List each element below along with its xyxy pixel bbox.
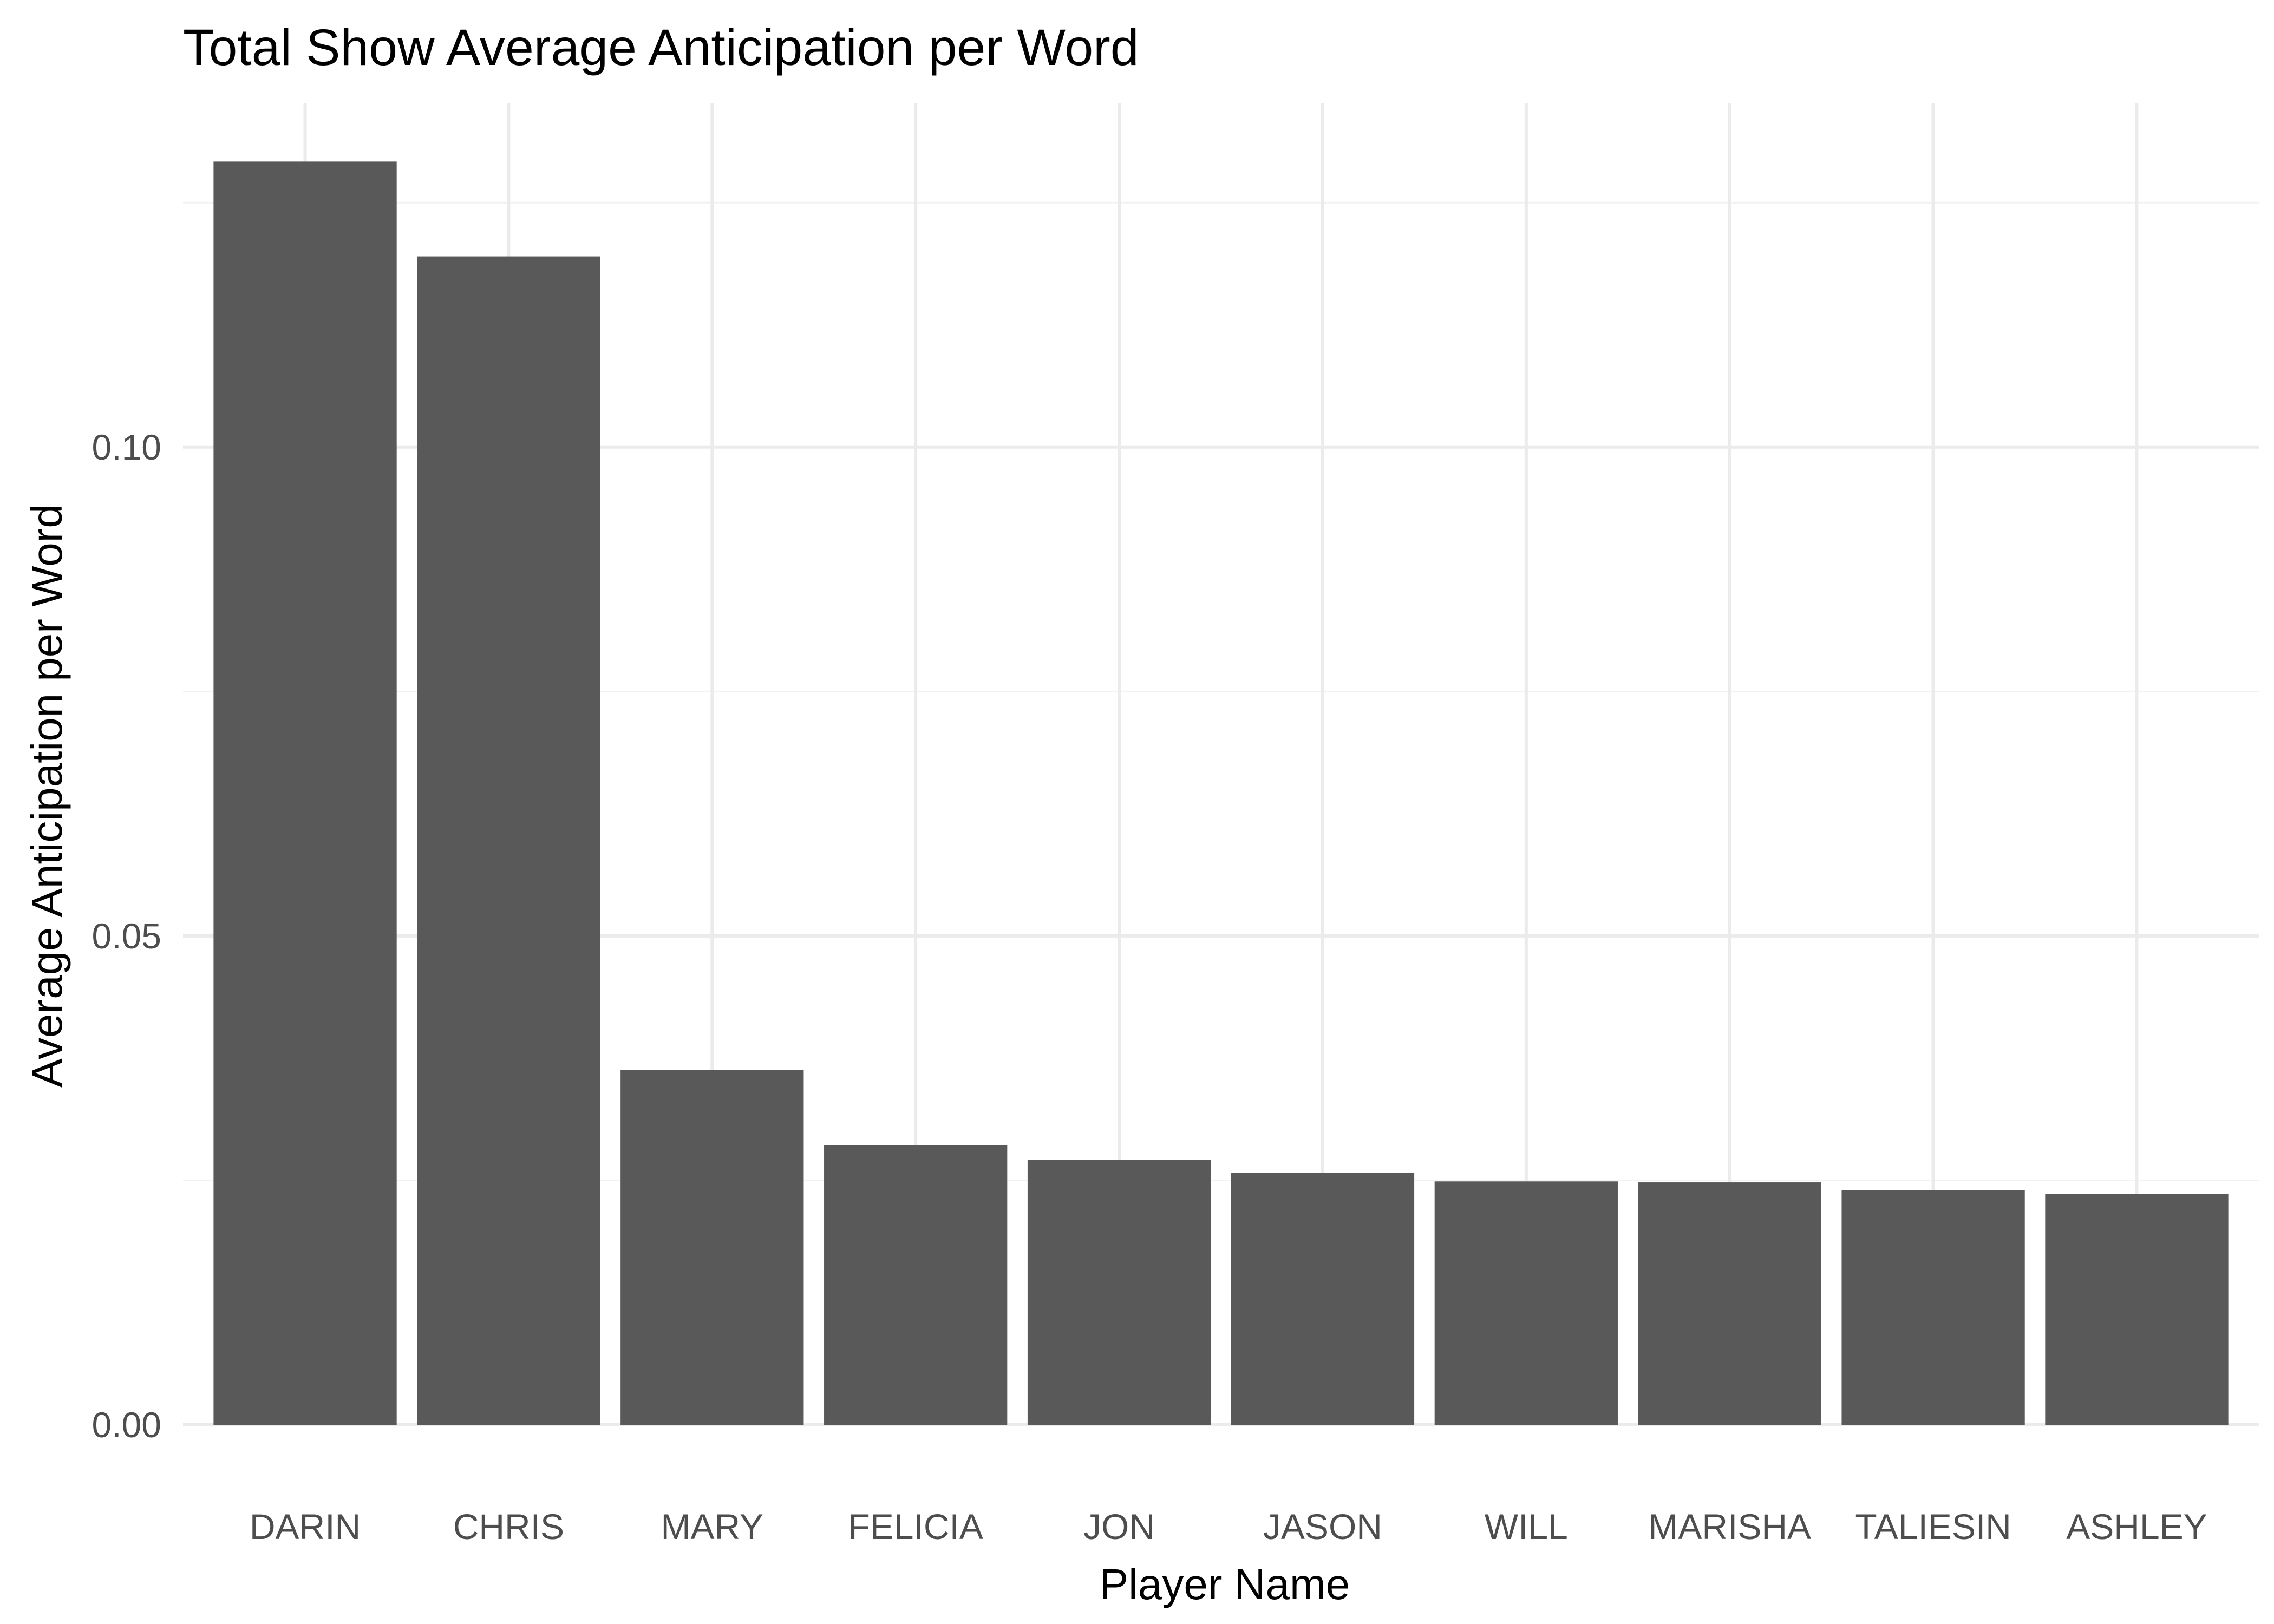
- bar-darin: [213, 161, 397, 1425]
- x-tick-label: MARY: [661, 1507, 764, 1547]
- bars: [213, 161, 2229, 1425]
- y-axis-title: Average Anticipation per Word: [23, 504, 71, 1088]
- bar-mary: [620, 1070, 804, 1425]
- x-tick-label: JASON: [1263, 1507, 1382, 1547]
- x-tick-label: WILL: [1485, 1507, 1568, 1547]
- x-tick-label: JON: [1083, 1507, 1155, 1547]
- bar-jon: [1027, 1160, 1211, 1425]
- bar-will: [1434, 1181, 1618, 1425]
- x-tick-label: FELICIA: [848, 1507, 983, 1547]
- bar-marisha: [1638, 1182, 1821, 1425]
- y-tick-label: 0.05: [92, 916, 161, 956]
- x-tick-label: ASHLEY: [2066, 1507, 2207, 1547]
- bar-jason: [1231, 1172, 1415, 1425]
- y-tick-label: 0.00: [92, 1405, 161, 1445]
- x-axis-title: Player Name: [1100, 1560, 1350, 1608]
- x-tick-label: CHRIS: [453, 1507, 564, 1547]
- y-tick-labels: 0.00 0.05 0.10: [92, 427, 161, 1445]
- y-tick-label: 0.10: [92, 427, 161, 467]
- x-tick-label: DARIN: [250, 1507, 361, 1547]
- x-tick-label: MARISHA: [1648, 1507, 1811, 1547]
- bar-felicia: [824, 1145, 1008, 1425]
- bar-ashley: [2045, 1194, 2229, 1425]
- x-tick-label: TALIESIN: [1855, 1507, 2011, 1547]
- x-tick-labels: DARIN CHRIS MARY FELICIA JON JASON WILL MARISHA…: [250, 1507, 2207, 1547]
- chart-title: Total Show Average Anticipation per Word: [183, 19, 1139, 76]
- bar-taliesin: [1841, 1190, 2025, 1425]
- bar-chris: [417, 256, 600, 1425]
